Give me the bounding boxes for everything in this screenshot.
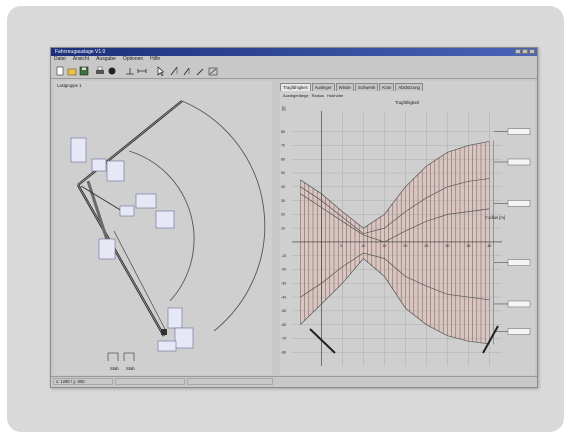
right-marker-box — [507, 200, 531, 207]
menu-file[interactable]: Datei — [54, 56, 66, 62]
x-tick-label: 5 — [340, 244, 342, 248]
capacity-envelope — [300, 141, 490, 344]
window-title: Fahrzeugauslage V1.0 — [55, 49, 106, 55]
status-field-3 — [187, 378, 273, 385]
mini-crane-left — [309, 328, 336, 354]
series-line — [300, 140, 490, 229]
tab-bar: Tragfähigkeit Ausleger Winde Schwenk Kra… — [280, 83, 535, 91]
y-tick-label: -40 — [281, 295, 286, 299]
mini-crane-right — [482, 325, 499, 354]
y-tick-label: 80 — [281, 130, 285, 134]
menu-bar: Datei Ansicht Ausgabe Optionen Hilfe — [51, 56, 537, 63]
chart-panel: Tragfähigkeit Ausleger Winde Schwenk Kra… — [280, 81, 535, 375]
tab-boom[interactable]: Ausleger — [311, 83, 335, 91]
x-tick-label: 40 — [487, 244, 491, 248]
menu-help[interactable]: Hilfe — [150, 56, 161, 62]
y-axis-unit: [t] — [282, 106, 286, 111]
x-tick-label: 20 — [403, 244, 407, 248]
open-folder-icon[interactable] — [67, 66, 77, 76]
crane-figure-4-icon[interactable] — [208, 66, 218, 76]
right-marker-box — [507, 128, 531, 135]
y-tick-label: 10 — [281, 226, 285, 230]
measure-icon[interactable] — [137, 66, 147, 76]
legend-label-2: Stab — [126, 366, 135, 371]
subtab-bar: Auslegerlänge Radius Hubhöhe — [283, 93, 343, 98]
right-marker-box — [507, 158, 531, 166]
subtab-hook-height[interactable]: Hubhöhe — [327, 93, 344, 98]
scale-icon[interactable] — [125, 66, 135, 76]
y-tick-label: 30 — [281, 199, 285, 203]
y-tick-label: 20 — [281, 213, 285, 217]
series-line — [300, 193, 490, 243]
pointer-icon[interactable] — [155, 66, 165, 76]
status-field-2 — [115, 378, 185, 385]
y-tick-label: 70 — [281, 144, 285, 148]
new-file-icon[interactable] — [55, 66, 65, 76]
chart-title: Tragfähigkeit — [395, 100, 420, 105]
subtab-radius[interactable]: Radius — [311, 93, 325, 98]
y-tick-label: -30 — [281, 281, 286, 285]
y-tick-label: -80 — [281, 350, 286, 354]
minimize-button[interactable] — [515, 49, 521, 54]
y-tick-label: -20 — [281, 268, 286, 272]
menu-view[interactable]: Ansicht — [72, 56, 90, 62]
y-tick-label: -60 — [281, 323, 286, 327]
toolbar — [51, 63, 537, 79]
x-tick-label: 35 — [466, 244, 470, 248]
series-line — [300, 252, 490, 301]
x-axis-label: Radius [m] — [485, 215, 506, 220]
y-tick-label: 60 — [281, 157, 285, 161]
status-coordinates: x: 1280 / y: 600 — [53, 378, 113, 385]
tab-crane[interactable]: Kran — [379, 83, 395, 91]
tab-outriggers[interactable]: Abstützung — [395, 83, 423, 91]
right-marker-box — [507, 300, 531, 308]
menu-options[interactable]: Optionen — [122, 56, 144, 62]
crane-figure-3-icon[interactable] — [195, 66, 205, 76]
print-icon[interactable] — [95, 66, 105, 76]
y-tick-label: 40 — [281, 185, 285, 189]
y-tick-label: -50 — [281, 309, 286, 313]
series-line — [300, 257, 490, 345]
right-marker-box — [507, 328, 531, 335]
close-button[interactable] — [529, 49, 535, 54]
title-bar: Fahrzeugauslage V1.0 — [51, 48, 537, 56]
crane-figure-1-icon[interactable] — [169, 66, 179, 76]
status-bar: x: 1280 / y: 600 — [51, 376, 537, 387]
crane-figure-2-icon[interactable] — [182, 66, 192, 76]
crane-drawing — [70, 100, 266, 361]
x-tick-label: 10 — [361, 244, 365, 248]
y-tick-label: -10 — [281, 254, 286, 258]
x-tick-label: 30 — [445, 244, 449, 248]
y-tick-label: -70 — [281, 337, 286, 341]
record-icon[interactable] — [107, 66, 117, 76]
app-window: Fahrzeugauslage V1.0 Datei Ansicht Ausga… — [50, 47, 538, 388]
tab-slewing[interactable]: Schwenk — [354, 83, 379, 91]
load-group-label: Lastgruppe 1 — [57, 83, 82, 88]
tab-winch[interactable]: Winde — [335, 83, 354, 91]
tab-capacity[interactable]: Tragfähigkeit — [280, 83, 311, 91]
crane-drawing-panel: Lastgruppe 1 — [54, 81, 272, 375]
series-line — [300, 178, 490, 235]
y-tick-label: 50 — [281, 171, 285, 175]
subtab-boom-length[interactable]: Auslegerlänge — [283, 93, 309, 98]
legend-label-1: Stab — [110, 366, 119, 371]
menu-output[interactable]: Ausgabe — [96, 56, 116, 62]
right-marker-box — [507, 259, 531, 266]
x-tick-label: 15 — [382, 244, 386, 248]
capacity-chart: 5 10 15 20 25 30 35 40 80 70 60 50 40 30 20 10 -10 -20 -30… — [281, 111, 531, 366]
x-tick-label: 25 — [424, 244, 428, 248]
save-icon[interactable] — [79, 66, 89, 76]
maximize-button[interactable] — [522, 49, 528, 54]
